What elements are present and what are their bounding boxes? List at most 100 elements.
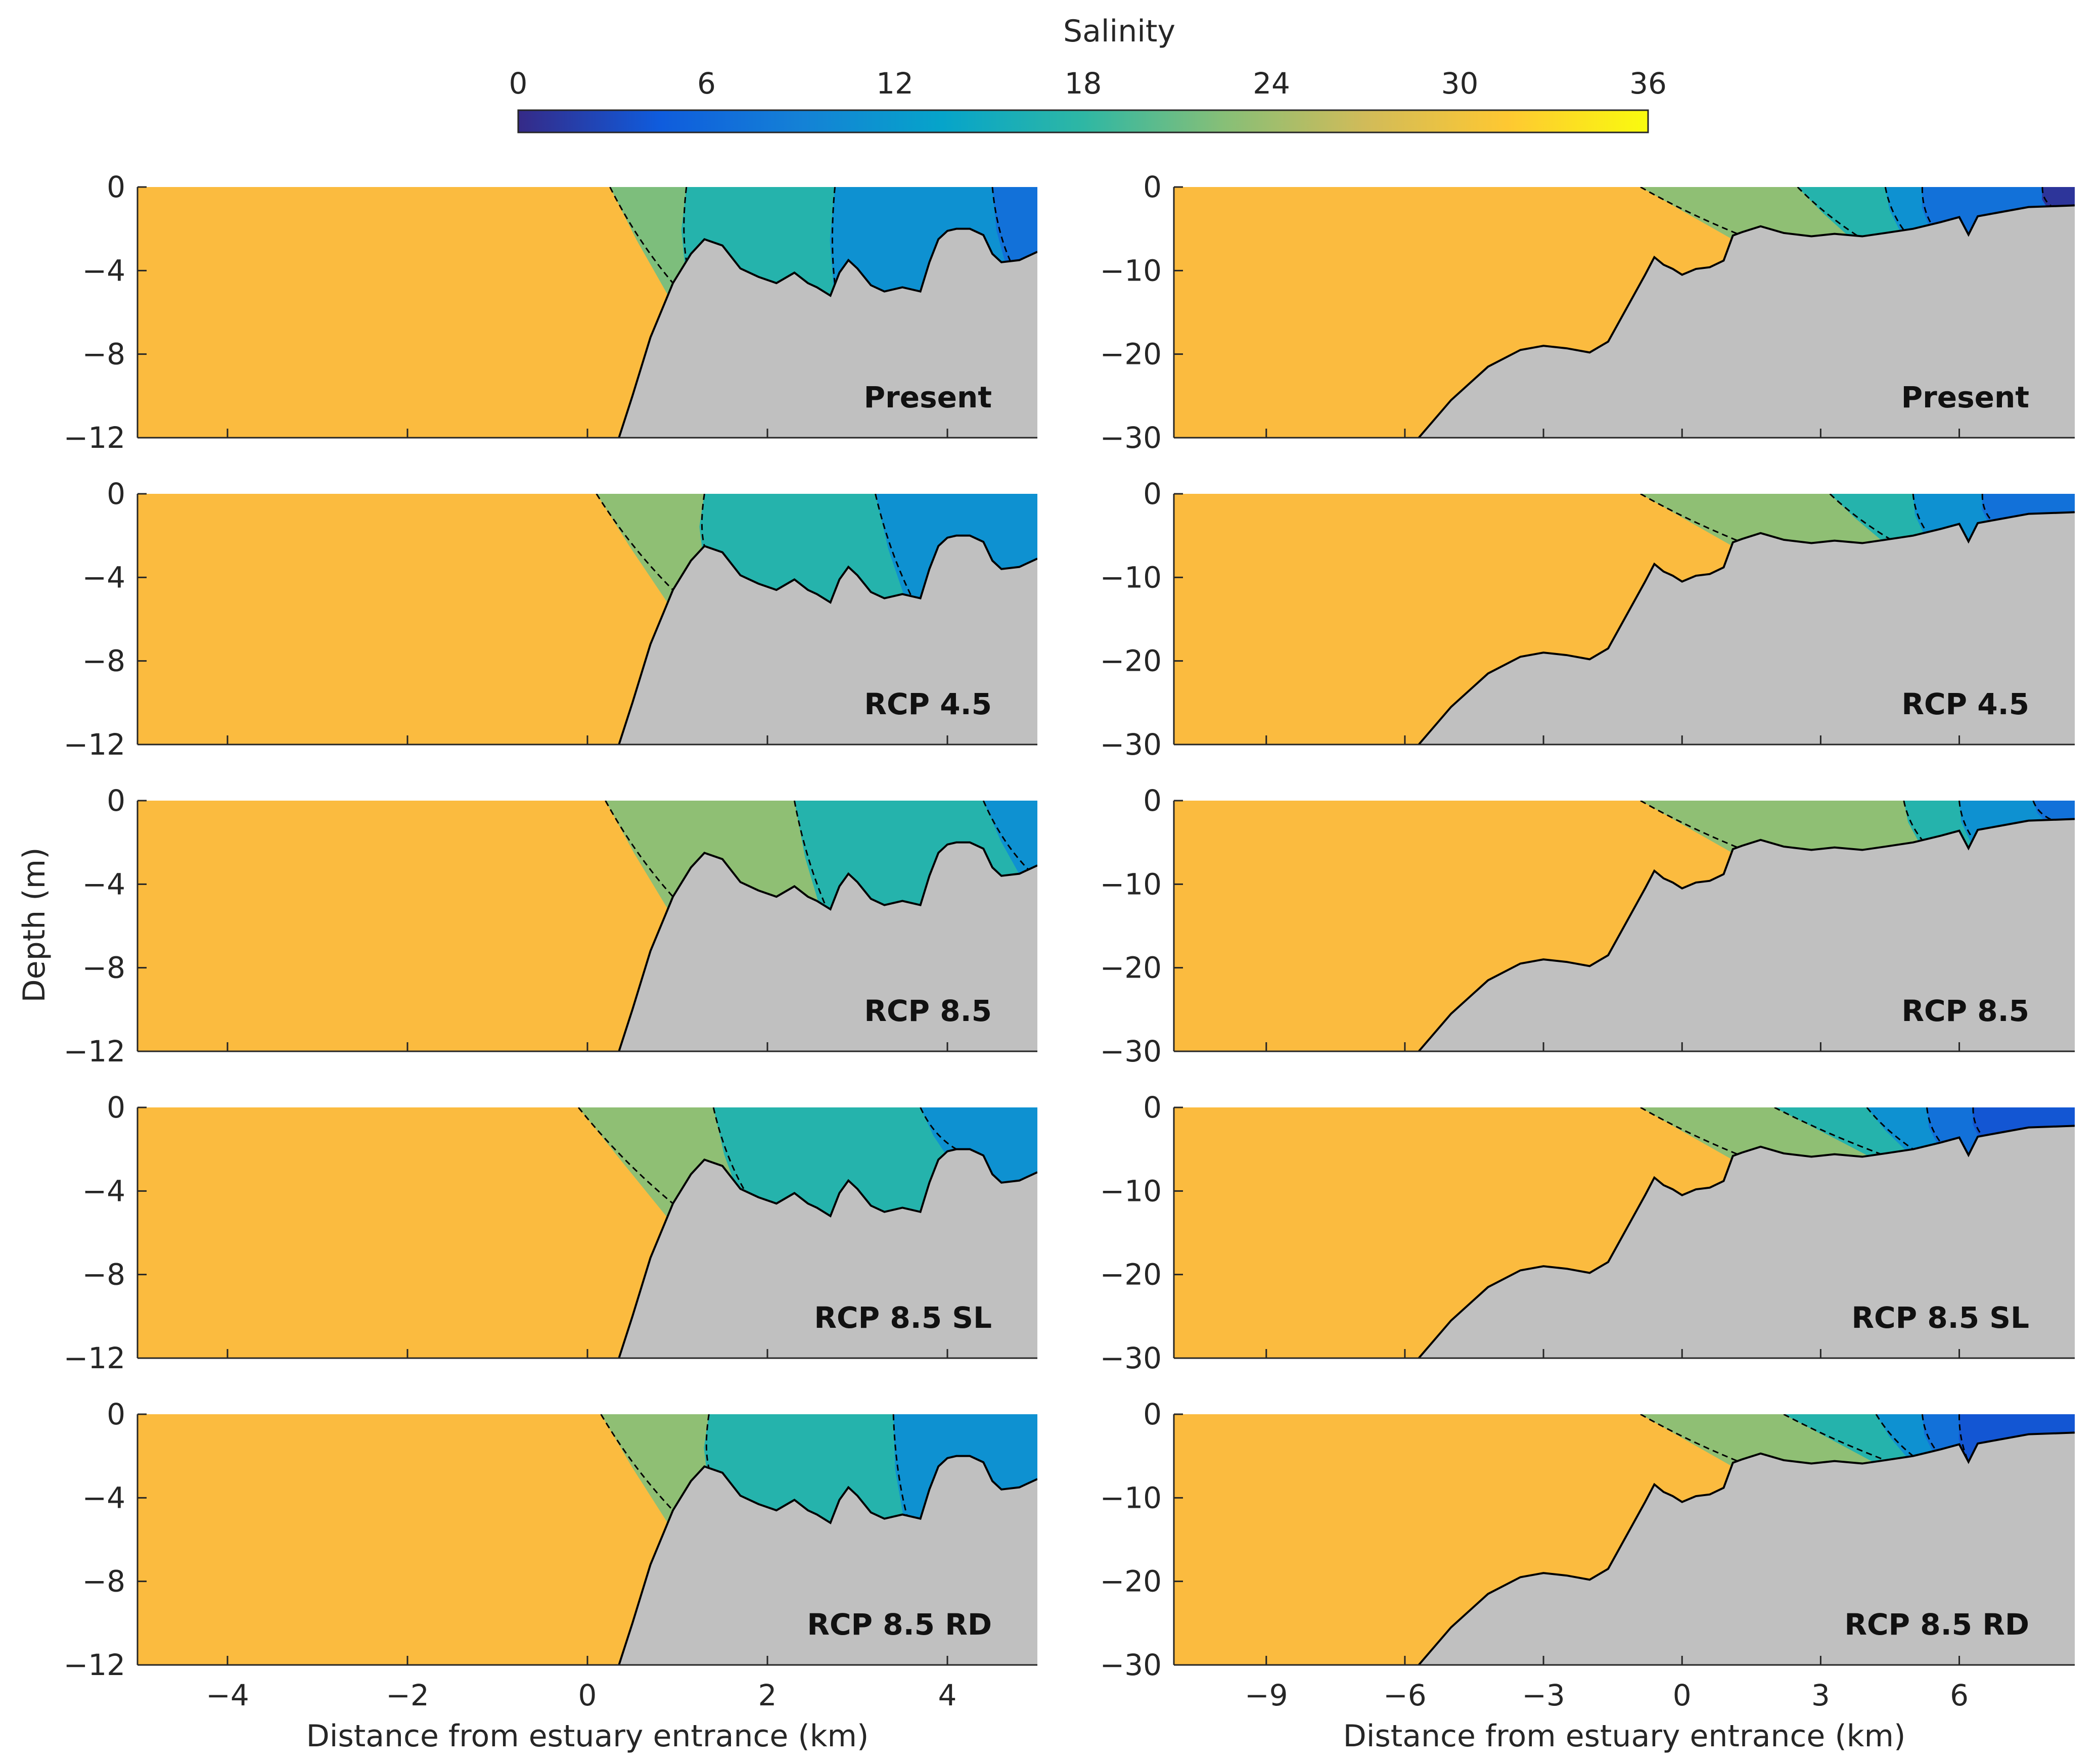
isohaline-contour [712,1107,746,1192]
y-tick-label: −12 [64,1648,125,1682]
axes: 0 −4 −8 −12 −4 −2 0 2 4 [64,1397,1037,1712]
scenario-label: RCP 8.5 SL [1851,1301,2029,1335]
colorbar-label: Salinity [1063,14,1175,49]
isohaline-contour [1903,801,1923,841]
seabed-area [138,842,1037,1051]
scenario-label: RCP 4.5 [864,687,992,721]
isohaline-contour [1875,1414,1914,1457]
y-tick-label: 0 [1143,783,1162,818]
panel-1-1: 0 −10 −20 −30 RCP 4.5 [1100,477,2075,762]
y-tick-label: −12 [64,1341,125,1375]
y-tick-label: 0 [1143,1397,1162,1431]
seabed-outline [1418,511,2075,745]
isohaline-contour [1958,801,1974,840]
isohaline-contour [596,494,674,591]
isohaline-contour [991,187,1011,262]
colorbar-tick-labels: 0 6 12 18 24 30 36 [509,66,1667,117]
x-tick-label: 0 [578,1678,597,1712]
panel-grid: 0 −4 −8 −12 Present 0 −4 −8 −12 RCP 4.5 0 −4 −8 −12 RC… [64,170,2075,1712]
seabed-area [1174,1432,2075,1665]
isohaline-contour [605,801,674,898]
y-tick-label: −30 [1100,421,1162,455]
panel-0-0: 0 −4 −8 −12 Present [64,170,1037,455]
salinity-zone [983,801,1037,1051]
y-tick-label: −10 [1100,1174,1162,1208]
y-tick-label: −20 [1100,644,1162,678]
panel-1-0: 0 −10 −20 −30 Present [1100,170,2075,455]
y-tick-label: −8 [82,951,126,985]
isohaline-contour [982,801,1029,870]
isohaline-contour [1921,1414,1937,1451]
colorbar: Salinity 0 6 12 18 24 30 36 [509,14,1667,133]
colorbar-tick-label: 6 [697,66,716,101]
seabed-outline [618,1148,1037,1358]
y-tick-label: 0 [1143,477,1162,511]
x-tick-label: 4 [938,1678,957,1712]
isohaline-contour [1774,1107,1881,1155]
y-tick-label: −20 [1100,337,1162,372]
axes: 0 −4 −8 −12 [64,783,1037,1069]
axes: 0 −10 −20 −30 [1100,1090,2075,1375]
isohaline-contour [892,1414,908,1516]
seabed-outline [1418,1431,2075,1665]
isohaline-contour [1972,1107,1983,1137]
y-tick-label: −12 [64,727,125,762]
seabed-outline [618,841,1037,1051]
y-tick-label: −8 [82,1258,126,1292]
x-tick-label: −3 [1522,1678,1565,1712]
panel-0-4: 0 −4 −8 −12 −4 −2 0 2 4 RCP 8.5 RD [64,1397,1037,1712]
seabed-outline [1418,1125,2075,1358]
seabed-outline [1418,818,2075,1051]
y-tick-label: −4 [82,1174,126,1208]
y-tick-label: −20 [1100,951,1162,985]
isohaline-contour [832,187,836,285]
colorbar-tick-label: 18 [1065,66,1102,101]
seabed-area [138,1456,1037,1665]
axes: 0 −4 −8 −12 [64,477,1037,762]
panel-1-3: 0 −10 −20 −30 RCP 8.5 SL [1100,1090,2075,1375]
axes: 0 −10 −20 −30 [1100,783,2075,1069]
y-tick-label: −8 [82,337,126,372]
y-tick-label: −30 [1100,1648,1162,1682]
panel-0-1: 0 −4 −8 −12 RCP 4.5 [64,477,1037,762]
isohaline-contour [1640,1414,1738,1462]
isohaline-contour [1783,1414,1886,1461]
y-tick-label: −10 [1100,560,1162,594]
seabed-area [138,1149,1037,1358]
y-tick-label: 0 [1143,1090,1162,1125]
colorbar-tick-label: 0 [509,66,528,101]
y-tick-label: −10 [1100,1480,1162,1515]
isohaline-contour [1829,494,1891,540]
isohaline-contour [609,187,674,284]
isohaline-contour [793,801,827,907]
seabed-area [1174,512,2075,745]
seabed-area [138,228,1037,438]
seabed-outline [618,227,1037,438]
y-tick-label: 0 [107,1397,125,1431]
colorbar-scale [517,109,1649,133]
isohaline-contour [1640,1107,1738,1155]
isohaline-contour [1926,1107,1942,1143]
y-tick-label: −10 [1100,867,1162,901]
y-tick-label: 0 [107,170,125,204]
y-tick-label: −8 [82,1564,126,1599]
colorbar-tick-label: 12 [876,66,914,101]
panel-0-2: 0 −4 −8 −12 RCP 8.5 [64,783,1037,1069]
x-tick-label: −2 [386,1678,429,1712]
y-tick-label: −20 [1100,1258,1162,1292]
y-tick-label: −4 [82,867,126,901]
x-axis-label-left: Distance from estuary entrance (km) [306,1719,869,1754]
y-tick-label: −8 [82,644,126,678]
y-tick-label: −10 [1100,253,1162,288]
colorbar-tick-label: 24 [1253,66,1290,101]
y-tick-label: −30 [1100,1341,1162,1375]
y-tick-label: 0 [107,1090,125,1125]
x-tick-label: 0 [1673,1678,1692,1712]
y-axis-label: Depth (m) [17,847,52,1002]
y-tick-label: 0 [107,783,125,818]
seabed-area [1174,205,2075,438]
seabed-area [1174,819,2075,1051]
scenario-label: RCP 8.5 RD [807,1607,992,1642]
axes: 0 −4 −8 −12 [64,170,1037,455]
